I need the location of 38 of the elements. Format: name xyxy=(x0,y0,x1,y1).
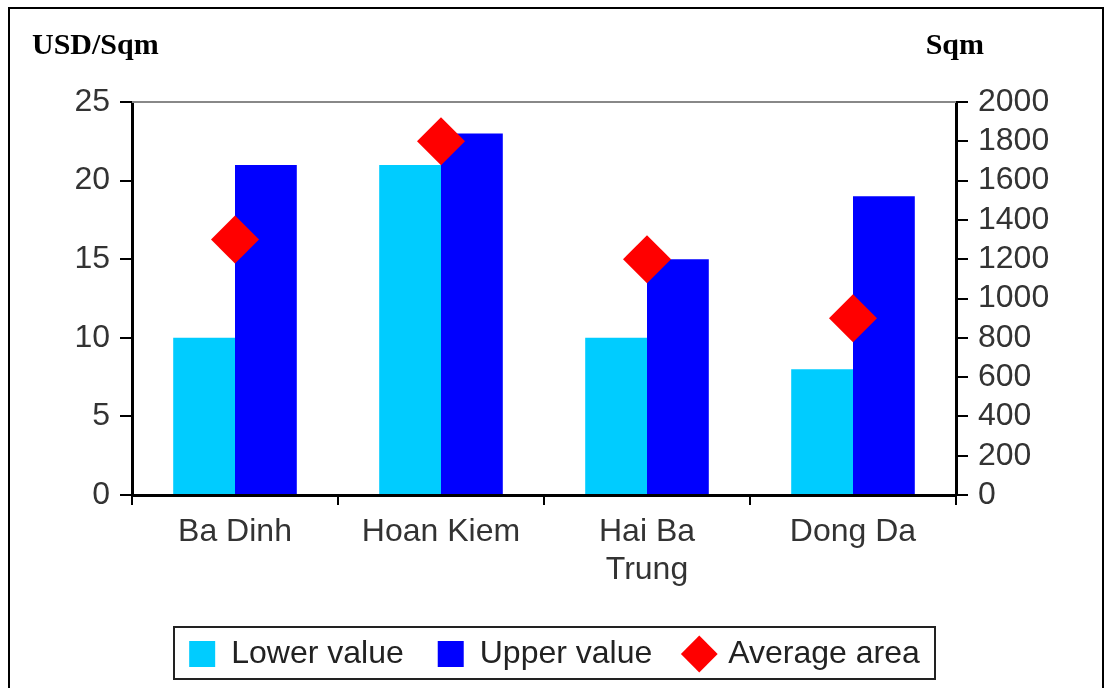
legend-label: Lower value xyxy=(231,633,404,670)
bar xyxy=(441,133,503,494)
y-tick-label: 5 xyxy=(92,396,110,433)
y-axis-title: USD/Sqm xyxy=(32,27,159,60)
bar xyxy=(853,196,915,494)
point xyxy=(211,215,259,264)
y-tick-label: 0 xyxy=(92,474,110,511)
bar xyxy=(791,369,853,494)
y-tick-label: 15 xyxy=(74,239,110,276)
point xyxy=(623,235,671,284)
y-tick-label: 25 xyxy=(74,81,110,118)
y2-tick-label: 1800 xyxy=(978,121,1050,158)
point xyxy=(417,117,465,166)
y2-tick-label: 200 xyxy=(978,435,1032,472)
bar xyxy=(173,337,235,494)
y-tick-label: 10 xyxy=(74,317,110,354)
y2-tick-label: 2000 xyxy=(978,81,1050,118)
bar xyxy=(235,164,297,494)
y2-tick-label: 0 xyxy=(978,474,996,511)
point xyxy=(829,294,877,343)
y2-tick-label: 400 xyxy=(978,396,1032,433)
bar xyxy=(585,337,647,494)
y2-tick-label: 600 xyxy=(978,356,1032,393)
y2-tick-label: 1400 xyxy=(978,199,1050,236)
y2-axis-title: Sqm xyxy=(925,27,985,60)
bar xyxy=(647,259,709,494)
x-tick-label: Ba Dinh xyxy=(178,512,292,549)
y2-tick-label: 1200 xyxy=(978,239,1050,276)
x-tick-label: Hoan Kiem xyxy=(361,512,521,549)
y2-tick-label: 800 xyxy=(978,317,1032,354)
y-tick-label: 20 xyxy=(74,160,110,197)
legend-label: Average area xyxy=(728,633,921,670)
x-tick-label: Hai Ba Trung xyxy=(598,512,696,587)
x-tick-label: Dong Da xyxy=(789,512,917,549)
y2-tick-label: 1000 xyxy=(978,278,1050,315)
legend-label: Upper value xyxy=(479,633,653,670)
bar xyxy=(379,164,441,494)
y2-tick-label: 1600 xyxy=(978,160,1050,197)
